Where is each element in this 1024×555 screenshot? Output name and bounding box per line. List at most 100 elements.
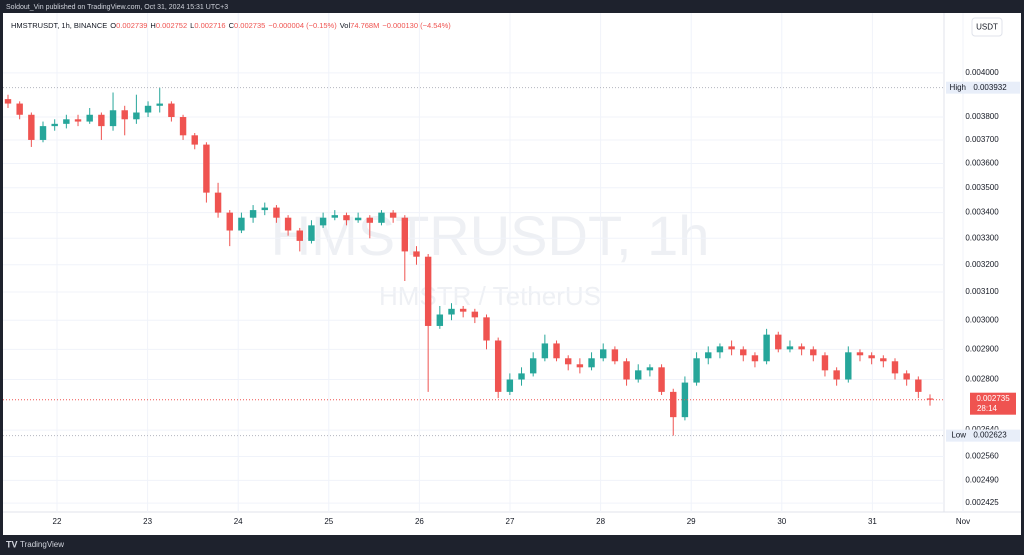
candle-body <box>51 123 58 127</box>
y-tick-label: 0.003600 <box>965 159 999 168</box>
candle-body <box>600 349 607 359</box>
candle-body <box>518 373 525 380</box>
low-tag <box>946 429 1020 442</box>
y-tick-label: 0.003100 <box>965 287 999 296</box>
candle-body <box>576 364 584 368</box>
high-name: High <box>950 83 966 92</box>
x-tick-label: 24 <box>234 517 243 526</box>
candle-body <box>4 99 12 104</box>
footer-logo: TradingView <box>20 540 64 549</box>
candle-body <box>810 349 817 356</box>
candle-body <box>553 343 560 359</box>
x-tick-label: Nov <box>956 517 970 526</box>
candle-body <box>331 215 338 218</box>
candle-body <box>728 346 735 350</box>
legend-key: L <box>190 21 194 30</box>
candle-body <box>436 314 444 326</box>
y-tick-label: 0.003300 <box>965 233 999 242</box>
y-tick-label: 0.002800 <box>965 375 999 384</box>
candle-body <box>775 334 782 350</box>
candle-body <box>86 114 93 122</box>
candle-body <box>670 391 677 418</box>
candle-body <box>529 358 537 374</box>
candle-body <box>343 215 350 221</box>
high-value: 0.003932 <box>973 83 1007 92</box>
candle-body <box>133 112 140 120</box>
candle-body <box>564 358 572 365</box>
candle-body <box>494 340 502 392</box>
candle-body <box>891 361 899 374</box>
legend-value: 0.002752 <box>156 21 187 30</box>
legend-volume: 74.768M <box>350 21 379 30</box>
candle-body <box>705 352 712 359</box>
candle-body <box>354 217 362 221</box>
legend-key: O <box>110 21 116 30</box>
candle-body <box>880 358 887 362</box>
candle-body <box>63 119 70 124</box>
legend-key: H <box>150 21 155 30</box>
candle-body <box>483 317 490 341</box>
candle-body <box>226 212 233 231</box>
candle-body <box>144 105 152 113</box>
footer-logo-icon: TV <box>6 539 18 549</box>
legend-value: 0.002739 <box>116 21 147 30</box>
legend-key: C <box>229 21 235 30</box>
legend-volume-key: Vol <box>340 21 351 30</box>
chart-panel <box>3 13 1021 535</box>
x-tick-label: 22 <box>53 517 62 526</box>
candle-body <box>903 373 910 380</box>
candle-body <box>273 207 280 218</box>
candle-body <box>191 135 198 145</box>
candles <box>4 87 934 436</box>
x-tick-label: 26 <box>415 517 424 526</box>
publisher: Soldout_Vin published on TradingView.com… <box>6 4 228 11</box>
x-tick-label: 30 <box>777 517 786 526</box>
candle-body <box>109 110 117 127</box>
candle-body <box>261 207 268 211</box>
y-tick-label: 0.003500 <box>965 183 999 192</box>
watermark-title: HMSTRUSDT, 1h <box>271 204 710 267</box>
legend-volume-change: −0.000130 (−4.54%) <box>382 21 451 30</box>
y-tick-label: 0.002560 <box>965 452 999 461</box>
last-price-countdown: 28:14 <box>977 404 998 413</box>
candle-body <box>471 311 479 318</box>
overlays: 0.004000 0.003800 0.003700 0.003600 0.003500… <box>3 68 1020 526</box>
legend-symbol: HMSTRUSDT, 1h, BINANCE <box>11 21 107 30</box>
candle-body <box>506 379 514 392</box>
candle-body <box>926 398 934 400</box>
legend-change: −0.000004 (−0.15%) <box>268 21 337 30</box>
candle-body <box>16 103 23 115</box>
candle-body <box>413 251 420 257</box>
candle-body <box>798 346 805 350</box>
candle-body <box>635 370 642 380</box>
candle-body <box>915 379 922 392</box>
candle-body <box>716 346 724 353</box>
x-tick-label: 25 <box>324 517 333 526</box>
candle-body <box>389 212 397 218</box>
x-tick-label: 28 <box>596 517 605 526</box>
legend-value: 0.002735 <box>234 21 265 30</box>
candle-body <box>845 352 852 380</box>
currency-button[interactable] <box>971 17 1003 37</box>
x-tick-label: 27 <box>506 517 515 526</box>
legend-value: 0.002716 <box>194 21 225 30</box>
candle-body <box>378 212 385 223</box>
candle-body <box>856 352 864 356</box>
candle-body <box>658 367 665 392</box>
candle-body <box>203 144 210 193</box>
low-value: 0.002623 <box>973 431 1007 440</box>
candle-body <box>121 110 128 120</box>
candle-body <box>179 117 187 136</box>
y-tick-label: 0.003700 <box>965 135 999 144</box>
candle-body <box>588 358 595 368</box>
candle-body <box>366 217 374 223</box>
candle-body <box>308 225 315 241</box>
candle-body <box>786 346 794 350</box>
candle-body <box>763 334 770 362</box>
x-tick-label: 23 <box>143 517 152 526</box>
candle-body <box>448 308 455 315</box>
y-tick-label: 0.002900 <box>965 344 999 353</box>
candle-body <box>693 358 700 383</box>
candle-body <box>623 361 630 380</box>
